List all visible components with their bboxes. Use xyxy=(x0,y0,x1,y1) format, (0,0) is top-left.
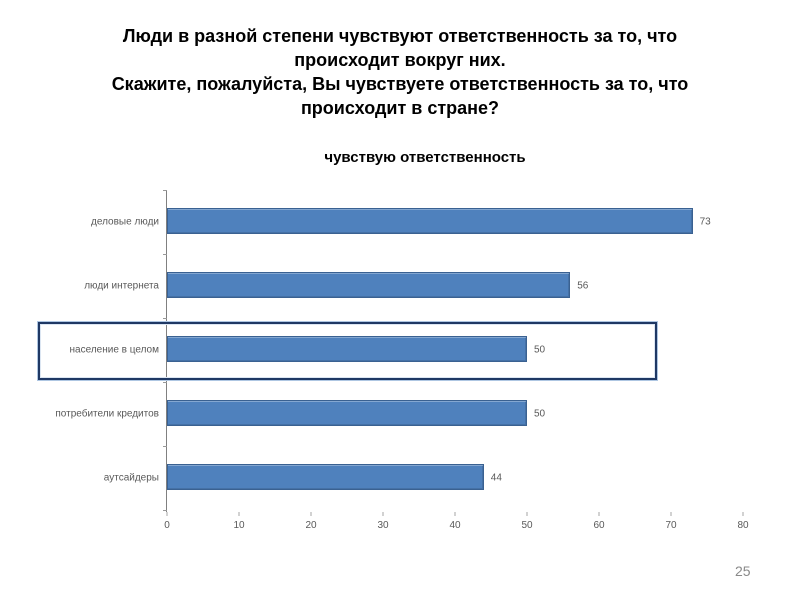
x-axis-tickmark xyxy=(670,512,672,516)
x-axis-tick-label: 70 xyxy=(665,520,677,531)
bar-row: население в целом 50 xyxy=(70,318,743,382)
page-number: 25 xyxy=(735,563,751,579)
x-axis-tickmark xyxy=(238,512,240,516)
x-axis-tick-label: 10 xyxy=(233,520,245,531)
chart-title: чувствую ответственность xyxy=(324,149,526,166)
x-axis-tickmark xyxy=(454,512,456,516)
bar-lyudi-interneta xyxy=(167,272,571,298)
x-axis-tick-label: 20 xyxy=(305,520,317,531)
bar-naselenie-v-tselom xyxy=(167,336,527,362)
x-axis-tickmark xyxy=(382,512,384,516)
slide-title-line: происходит вокруг них. xyxy=(294,50,506,70)
x-axis-tickmark xyxy=(310,512,312,516)
bar-chart-plot-area: деловые люди 73 люди интернета 56 населе… xyxy=(55,190,749,531)
y-axis-tickmark xyxy=(163,190,167,191)
value-label: 56 xyxy=(577,280,589,292)
y-axis-tickmark xyxy=(163,382,167,383)
bar-potrebiteli-kreditov xyxy=(167,400,527,426)
bar-row: потребители кредитов 50 xyxy=(55,382,743,446)
x-axis-tickmark xyxy=(742,512,744,516)
x-axis-tick-label: 80 xyxy=(737,520,749,531)
value-label: 50 xyxy=(534,344,546,356)
x-axis-tick-label: 60 xyxy=(593,520,605,531)
category-label: люди интернета xyxy=(84,280,159,292)
slide-title-line: Скажите, пожалуйста, Вы чувствуете ответ… xyxy=(111,74,689,94)
value-label: 73 xyxy=(699,216,711,228)
category-label: деловые люди xyxy=(91,216,159,228)
bar-row: деловые люди 73 xyxy=(91,190,743,254)
y-axis-tickmark xyxy=(163,254,167,255)
x-axis-tick-label: 40 xyxy=(449,520,461,531)
slide-title-line: Люди в разной степени чувствуют ответств… xyxy=(122,26,678,46)
x-axis-tickmark xyxy=(166,512,168,516)
bar-autsaydery xyxy=(167,464,484,490)
bar-row: аутсайдеры 44 xyxy=(104,446,743,510)
x-axis-tickmark xyxy=(598,512,600,516)
category-label: потребители кредитов xyxy=(55,408,159,420)
y-axis-tickmark xyxy=(163,446,167,447)
slide-title-line: происходит в стране? xyxy=(300,98,500,118)
bar-row: люди интернета 56 xyxy=(84,254,743,318)
x-axis-tick-label: 0 xyxy=(164,520,170,531)
category-label: население в целом xyxy=(69,344,159,356)
category-label: аутсайдеры xyxy=(103,472,159,484)
bar-delovye-lyudi xyxy=(167,208,693,234)
slide-title: Люди в разной степени чувствуют ответств… xyxy=(0,24,800,120)
x-axis-tick-label: 30 xyxy=(377,520,389,531)
y-axis-tickmark xyxy=(163,510,167,511)
x-axis-tickmark xyxy=(526,512,528,516)
x-axis-tick-label: 50 xyxy=(521,520,533,531)
value-label: 50 xyxy=(534,408,546,420)
y-axis-tickmark xyxy=(163,318,167,319)
value-label: 44 xyxy=(490,472,502,484)
